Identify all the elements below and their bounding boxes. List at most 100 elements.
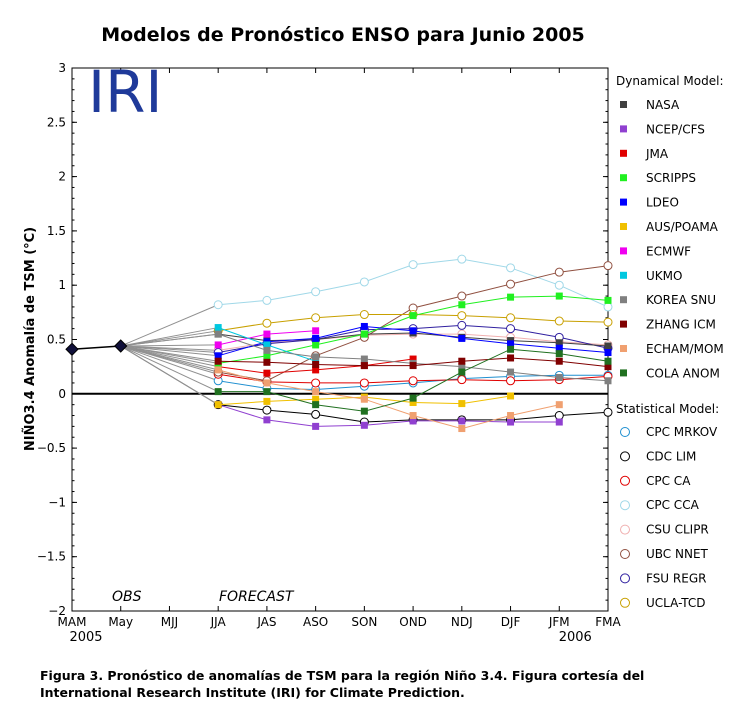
series-cola-anom: [120, 345, 612, 415]
data-point: [507, 412, 515, 420]
data-point: [409, 327, 417, 335]
legend-marker: [620, 296, 627, 304]
data-point: [457, 311, 467, 321]
data-point: [311, 313, 321, 323]
data-point: [312, 388, 320, 396]
data-point: [262, 318, 272, 328]
data-point: [604, 296, 612, 304]
fan-line: [120, 345, 219, 393]
data-point: [603, 302, 613, 312]
data-point: [213, 300, 223, 310]
data-point: [409, 362, 417, 370]
legend-marker: [620, 345, 627, 352]
data-point: [507, 392, 515, 400]
data-point: [312, 395, 320, 403]
data-point: [214, 324, 222, 332]
data-point: [409, 412, 417, 420]
data-point: [262, 405, 272, 415]
series-line: [218, 404, 560, 427]
legend-label: ECHAM/MOM: [646, 342, 724, 356]
legend-label: CPC MRKOV: [646, 425, 718, 439]
data-point: [214, 366, 222, 374]
legend-label: ECMWF: [646, 244, 691, 258]
iri-logo: IRI: [88, 58, 163, 126]
fan-line: [120, 330, 219, 347]
fan-line: [120, 345, 219, 368]
data-point: [360, 421, 368, 429]
fan-line: [120, 344, 219, 347]
y-tick-label: −2: [48, 604, 66, 618]
legend-marker: [620, 475, 630, 486]
legend-label: CPC CCA: [646, 498, 700, 512]
data-point: [311, 378, 321, 388]
data-point: [604, 377, 612, 385]
legend-marker: [620, 500, 630, 511]
data-point: [312, 366, 320, 374]
data-point: [555, 292, 563, 300]
data-point: [214, 341, 222, 349]
data-point: [458, 425, 466, 433]
data-point: [360, 362, 368, 370]
data-point: [214, 401, 222, 409]
data-point: [312, 401, 320, 409]
legend-marker: [620, 597, 630, 608]
data-point: [507, 340, 515, 348]
data-point: [458, 334, 466, 342]
legend-label: CDC LIM: [646, 449, 696, 463]
data-point: [603, 407, 613, 417]
data-point: [311, 287, 321, 297]
x-tick-label: JFM: [548, 615, 570, 629]
x-tick-label: JJA: [210, 615, 227, 629]
data-point: [263, 369, 271, 377]
y-tick-label: 1: [58, 278, 66, 292]
data-point: [409, 417, 417, 425]
x-tick-label: JAS: [256, 615, 276, 629]
data-point: [506, 324, 516, 334]
legend-marker: [620, 573, 630, 584]
x-tick-label: DJF: [501, 615, 521, 629]
observed-point: [65, 342, 79, 356]
legend-marker: [620, 369, 627, 377]
legend-label: LDEO: [646, 196, 679, 210]
data-point: [263, 388, 271, 396]
data-point: [408, 376, 418, 386]
data-point: [554, 316, 564, 326]
y-tick-label: 0: [58, 387, 66, 401]
chart-title: Modelos de Pronóstico ENSO para Junio 20…: [101, 24, 585, 46]
data-point: [263, 416, 271, 424]
legend-title-dynamical: Dynamical Model:: [616, 74, 724, 88]
x-tick-label: FMA: [595, 615, 621, 629]
x-tick-label: ASO: [303, 615, 328, 629]
data-point: [604, 349, 612, 357]
fan-line: [120, 345, 219, 357]
year-label: 2005: [69, 630, 102, 645]
data-point: [554, 280, 564, 290]
data-point: [214, 330, 222, 338]
data-point: [312, 334, 320, 342]
year-label: 2006: [559, 630, 592, 645]
legend-label: KOREA SNU: [646, 293, 716, 307]
forecast-label: FORECAST: [219, 589, 295, 605]
legend-marker: [620, 223, 627, 230]
data-point: [555, 374, 563, 382]
data-point: [263, 379, 271, 387]
data-point: [457, 254, 467, 264]
legend-marker: [620, 271, 627, 279]
legend-marker: [620, 101, 627, 108]
legend-label: UKMO: [646, 269, 682, 283]
legend-marker: [620, 174, 627, 182]
y-tick-label: −1.5: [37, 550, 66, 564]
data-point: [312, 360, 320, 368]
observed-line: [71, 345, 121, 351]
series-cpc-cca: [120, 254, 613, 347]
data-point: [359, 378, 369, 388]
data-point: [360, 355, 368, 363]
data-point: [359, 277, 369, 287]
data-point: [409, 355, 417, 363]
data-point: [507, 418, 515, 426]
data-point: [554, 267, 564, 277]
data-point: [604, 342, 612, 350]
data-point: [263, 352, 271, 360]
data-point: [457, 320, 467, 330]
data-point: [214, 357, 222, 365]
